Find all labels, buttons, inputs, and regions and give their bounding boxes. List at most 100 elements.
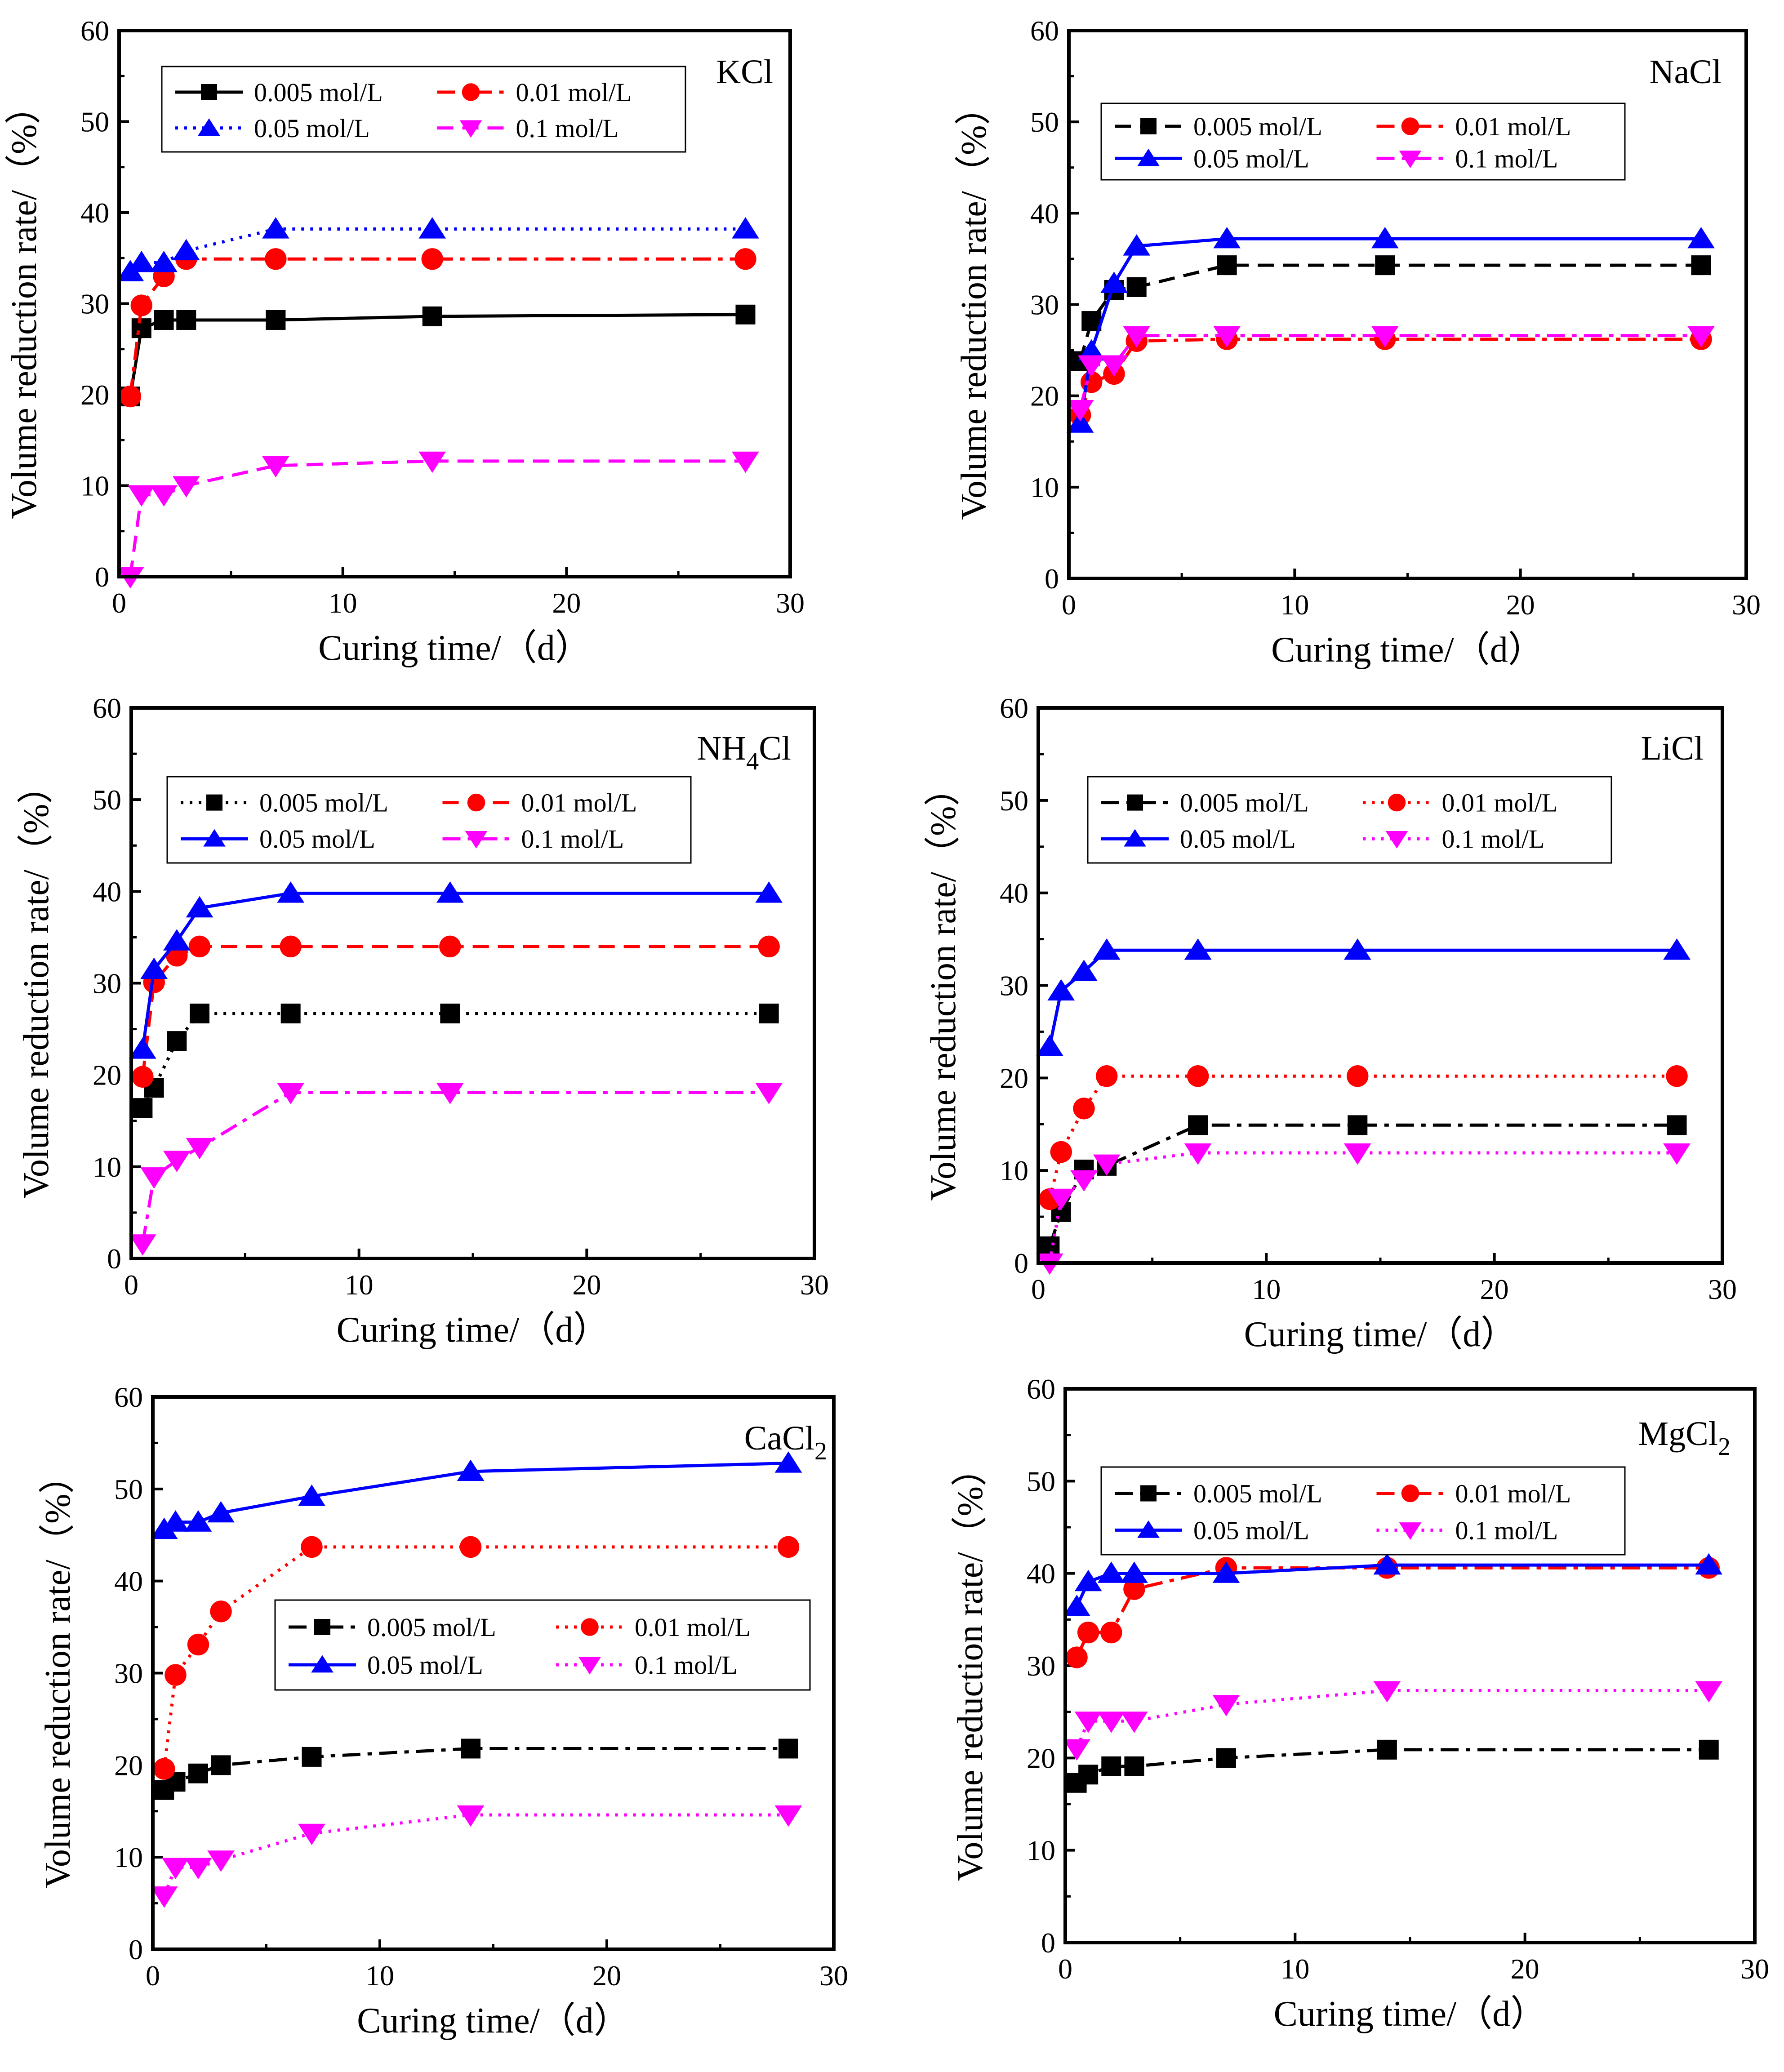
series-0.05 mol/L xyxy=(116,217,759,281)
data-point xyxy=(1347,1065,1369,1087)
y-tick-label: 50 xyxy=(93,784,121,816)
data-point xyxy=(211,1755,231,1775)
y-tick-label: 50 xyxy=(1027,1465,1055,1497)
legend-item: 0.05 mol/L xyxy=(175,114,370,143)
x-tick-label: 10 xyxy=(1252,1273,1281,1305)
legend-marker xyxy=(1388,793,1406,812)
data-point xyxy=(280,935,302,958)
data-point xyxy=(774,1451,802,1473)
y-tick-label: 0 xyxy=(1045,563,1059,595)
y-tick-label: 50 xyxy=(1030,106,1059,138)
data-point xyxy=(774,1805,802,1827)
data-point xyxy=(1375,255,1395,276)
y-tick-label: 0 xyxy=(107,1243,121,1275)
data-point xyxy=(1047,979,1075,1000)
x-tick-label: 20 xyxy=(552,587,581,619)
legend-box xyxy=(161,66,686,153)
data-point xyxy=(732,451,759,473)
legend-item: 0.01 mol/L xyxy=(442,788,637,818)
legend-label: 0.01 mol/L xyxy=(1442,788,1558,818)
data-point xyxy=(1373,1681,1401,1703)
series-line xyxy=(1048,948,1677,1047)
x-tick-label: 30 xyxy=(819,1960,848,1992)
data-point xyxy=(1666,1065,1688,1087)
panel-label-sub: 4 xyxy=(746,747,759,775)
legend-label: 0.005 mol/L xyxy=(254,78,383,107)
data-point xyxy=(132,1066,154,1088)
legend-marker xyxy=(1137,1520,1160,1538)
y-tick-label: 20 xyxy=(1027,1742,1055,1774)
series-0.01 mol/L xyxy=(1069,328,1712,426)
data-point xyxy=(436,1083,464,1104)
data-point xyxy=(755,1083,783,1104)
legend-marker xyxy=(1140,1485,1157,1502)
data-point xyxy=(1063,1739,1090,1761)
data-point xyxy=(1066,411,1094,433)
y-tick-label: 40 xyxy=(80,197,109,229)
y-tick-label: 50 xyxy=(80,106,109,138)
plot-frame xyxy=(1037,706,1724,1265)
x-tick-label: 10 xyxy=(345,1269,374,1301)
data-point xyxy=(1213,227,1241,249)
y-tick-label: 40 xyxy=(1000,877,1028,909)
series-0.1 mol/L xyxy=(1063,1681,1723,1761)
data-point xyxy=(1063,1595,1090,1616)
data-point xyxy=(1187,1065,1209,1087)
data-point xyxy=(207,1850,235,1872)
panel-label: LiCl xyxy=(1641,729,1704,767)
data-point xyxy=(1124,1756,1144,1776)
data-point xyxy=(1096,1065,1118,1087)
data-point xyxy=(1100,355,1128,377)
series-0.01 mol/L xyxy=(153,1536,800,1780)
data-point xyxy=(140,957,168,979)
data-point xyxy=(1070,1170,1098,1192)
data-point xyxy=(190,1003,209,1023)
data-point xyxy=(1687,326,1715,347)
legend-item: 0.005 mol/L xyxy=(175,78,383,107)
legend-item: 0.01 mol/L xyxy=(437,78,632,107)
legend-item: 0.05 mol/L xyxy=(181,824,375,854)
data-point xyxy=(1213,326,1241,347)
data-point xyxy=(262,456,289,478)
legend-label: 0.05 mol/L xyxy=(254,114,370,143)
legend-marker xyxy=(1124,829,1146,847)
data-point xyxy=(176,310,196,330)
legend-label: 0.01 mol/L xyxy=(1455,1479,1571,1508)
series-line xyxy=(162,1813,788,1897)
data-point xyxy=(1217,255,1237,276)
axis-ticks: 0 10 20 30 0 10 20 30 40 50 60 xyxy=(1000,692,1737,1305)
y-tick-label: 30 xyxy=(1027,1650,1055,1682)
series-line xyxy=(1048,1151,1677,1263)
legend-label: 0.1 mol/L xyxy=(1442,824,1545,854)
plot-frame xyxy=(117,29,792,578)
x-tick-label: 30 xyxy=(1732,589,1761,621)
legend-item: 0.1 mol/L xyxy=(442,824,624,854)
data-point xyxy=(150,1886,178,1908)
data-point xyxy=(119,385,142,408)
legend-label: 0.05 mol/L xyxy=(367,1650,483,1680)
legend-marker xyxy=(465,831,488,849)
series-0.05 mol/L xyxy=(1063,1553,1723,1616)
series-0.05 mol/L xyxy=(1036,938,1691,1056)
y-tick-label: 10 xyxy=(1000,1155,1028,1187)
legend-item: 0.01 mol/L xyxy=(556,1613,751,1642)
data-point xyxy=(1695,1681,1723,1703)
x-axis-title: Curing time/（d） xyxy=(318,628,591,668)
y-tick-label: 10 xyxy=(1027,1835,1055,1867)
data-point xyxy=(461,1739,480,1759)
data-point xyxy=(1687,227,1715,249)
data-point xyxy=(734,248,756,270)
data-point xyxy=(1663,1143,1691,1165)
data-point xyxy=(436,881,464,903)
y-tick-label: 0 xyxy=(1014,1247,1028,1279)
series-0.005 mol/L xyxy=(133,1003,779,1118)
chart-panel-6: 0 10 20 30 0 10 20 30 40 50 60 Curing time/（d） Volum… xyxy=(951,1373,1769,2034)
data-point xyxy=(732,217,759,239)
x-tick-label: 20 xyxy=(592,1960,621,1992)
chart-panel-4: 0 10 20 30 0 10 20 30 40 50 60 Curing time/（d） Volum… xyxy=(924,692,1737,1354)
chart-panel-2: 0 10 20 30 0 10 20 30 40 50 60 Curing time/（d） Volum… xyxy=(954,15,1761,670)
panel-label: KCl xyxy=(716,53,773,91)
data-point xyxy=(1040,1236,1060,1256)
data-point xyxy=(1066,400,1094,422)
legend-label: 0.05 mol/L xyxy=(1193,1516,1309,1545)
